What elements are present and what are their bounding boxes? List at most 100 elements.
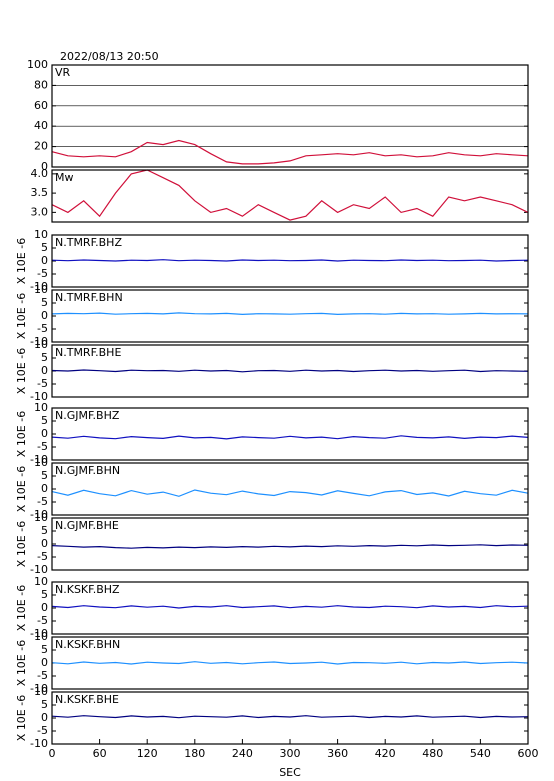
- y-tick-label: 40: [34, 119, 48, 132]
- y-tick-label: 5: [41, 241, 48, 254]
- y-tick-label: 3.0: [31, 205, 49, 218]
- y-tick-label: 10: [34, 283, 48, 296]
- panel-label: N.GJMF.BHZ: [55, 409, 120, 422]
- x-tick-label: 300: [280, 747, 301, 760]
- x-tick-label: 600: [518, 747, 539, 760]
- y-tick-label: 10: [34, 630, 48, 643]
- y-tick-label: -5: [37, 550, 48, 563]
- y-axis-label: X 10E -6: [15, 411, 28, 457]
- x-tick-label: 240: [232, 747, 253, 760]
- panel-frame: [51, 581, 529, 635]
- y-tick-label: 10: [34, 338, 48, 351]
- y-tick-label: -5: [37, 377, 48, 390]
- y-tick-label: -10: [30, 335, 48, 348]
- y-tick-label: -10: [30, 280, 48, 293]
- panel-frame: [51, 234, 529, 288]
- y-axis-label: X 10E -6: [15, 585, 28, 631]
- y-tick-label: 10: [34, 228, 48, 241]
- x-tick-label: 120: [137, 747, 158, 760]
- y-tick-label: 10: [34, 456, 48, 469]
- panel-label: N.KSKF.BHE: [55, 693, 119, 706]
- y-axis-label: X 10E -6: [15, 238, 28, 284]
- panel-label: N.KSKF.BHZ: [55, 583, 120, 596]
- data-line: [51, 139, 529, 165]
- y-tick-label: 4.0: [31, 167, 49, 180]
- y-axis-label: X 10E -6: [15, 348, 28, 394]
- y-tick-label: -5: [37, 495, 48, 508]
- y-tick-label: 0: [41, 427, 48, 440]
- y-tick-label: -10: [30, 737, 48, 750]
- y-tick-label: 5: [41, 296, 48, 309]
- panel-label: N.KSKF.BHN: [55, 638, 120, 651]
- y-axis-label: X 10E -6: [15, 293, 28, 339]
- data-line: [51, 169, 529, 221]
- data-line: [51, 489, 529, 497]
- y-tick-label: 20: [34, 140, 48, 153]
- panel-frame: [51, 64, 529, 168]
- data-line: [51, 259, 529, 262]
- panel-label: N.GJMF.BHE: [55, 519, 119, 532]
- y-tick-label: -5: [37, 614, 48, 627]
- x-tick-label: 360: [327, 747, 348, 760]
- panel-frame: [51, 517, 529, 571]
- y-tick-label: 100: [27, 58, 48, 71]
- y-tick-label: 0: [41, 601, 48, 614]
- y-axis-label: X 10E -6: [15, 521, 28, 567]
- y-tick-label: -5: [37, 669, 48, 682]
- x-tick-label: 540: [470, 747, 491, 760]
- y-tick-label: 10: [34, 685, 48, 698]
- y-tick-label: -10: [30, 508, 48, 521]
- y-tick-label: 10: [34, 575, 48, 588]
- y-tick-label: 3.5: [31, 186, 49, 199]
- data-line: [51, 544, 529, 549]
- x-tick-label: 420: [375, 747, 396, 760]
- x-axis-label: SEC: [279, 766, 301, 779]
- y-tick-label: -5: [37, 267, 48, 280]
- y-tick-label: 5: [41, 351, 48, 364]
- data-line: [51, 605, 529, 609]
- y-axis-label: X 10E -6: [15, 695, 28, 741]
- y-tick-label: 0: [41, 711, 48, 724]
- y-tick-label: 0: [41, 482, 48, 495]
- panel-label: N.TMRF.BHN: [55, 291, 123, 304]
- y-tick-label: 10: [34, 511, 48, 524]
- panel-label: N.TMRF.BHZ: [55, 236, 122, 249]
- y-tick-label: 0: [41, 309, 48, 322]
- y-tick-label: -10: [30, 563, 48, 576]
- y-tick-label: 5: [41, 698, 48, 711]
- y-tick-label: 60: [34, 99, 48, 112]
- data-line: [51, 312, 529, 316]
- y-tick-label: 0: [41, 254, 48, 267]
- panel-label: N.TMRF.BHE: [55, 346, 121, 359]
- y-tick-label: -5: [37, 724, 48, 737]
- x-tick-label: 480: [422, 747, 443, 760]
- y-tick-label: 0: [41, 364, 48, 377]
- y-tick-label: -5: [37, 322, 48, 335]
- y-tick-label: 5: [41, 588, 48, 601]
- y-tick-label: -10: [30, 453, 48, 466]
- y-tick-label: 80: [34, 78, 48, 91]
- y-tick-label: 5: [41, 414, 48, 427]
- y-axis-label: X 10E -6: [15, 466, 28, 512]
- y-tick-label: 10: [34, 401, 48, 414]
- y-tick-label: -10: [30, 627, 48, 640]
- panel-frame: [51, 462, 529, 516]
- panel-frame: [51, 344, 529, 398]
- panel-label: VR: [55, 66, 71, 79]
- y-tick-label: -10: [30, 390, 48, 403]
- data-line: [51, 661, 529, 665]
- data-line: [51, 369, 529, 373]
- x-tick-label: 180: [184, 747, 205, 760]
- data-line: [51, 435, 529, 440]
- panel-frame: [51, 407, 529, 461]
- y-axis-label: X 10E -6: [15, 640, 28, 686]
- x-tick-label: 0: [49, 747, 56, 760]
- panel-label: Mw: [55, 171, 74, 184]
- panel-label: N.GJMF.BHN: [55, 464, 120, 477]
- y-tick-label: 0: [41, 537, 48, 550]
- panel-frame: [51, 636, 529, 690]
- panel-frame: [51, 169, 529, 223]
- panel-frame: [51, 691, 529, 745]
- y-tick-label: -5: [37, 440, 48, 453]
